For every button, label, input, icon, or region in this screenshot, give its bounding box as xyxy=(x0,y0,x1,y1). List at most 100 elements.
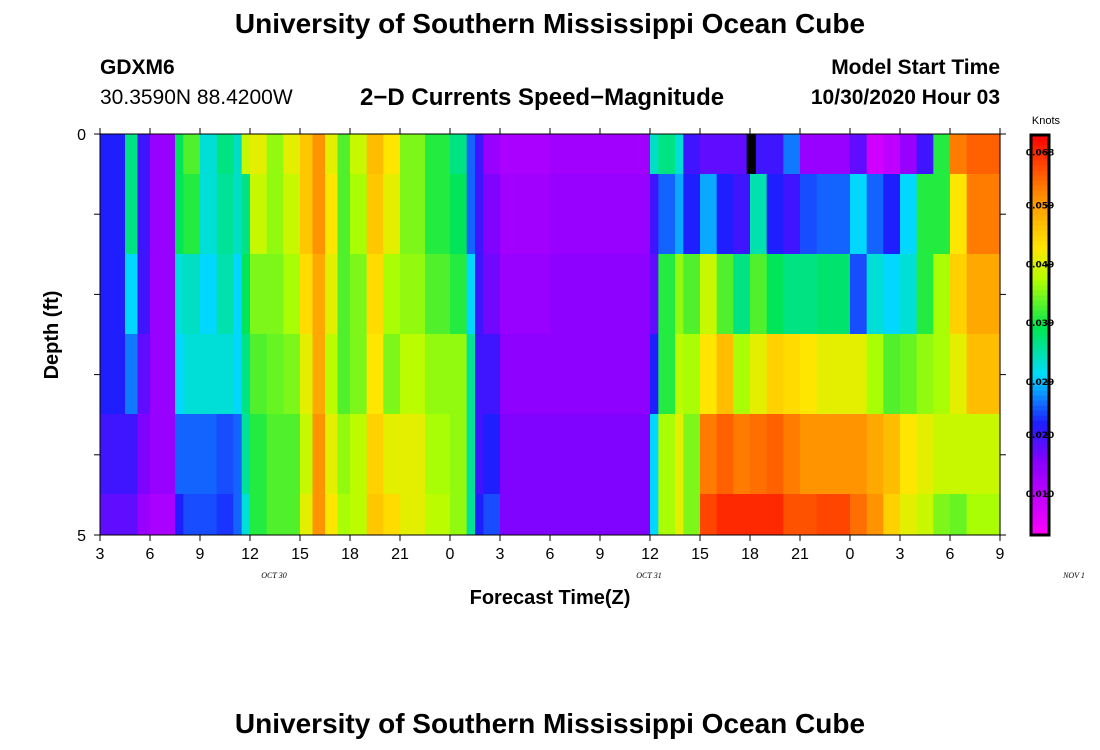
heatmap-cell xyxy=(883,494,901,535)
colorbar-swatch xyxy=(1031,235,1049,241)
heatmap-cell xyxy=(950,134,968,174)
colorbar-swatch xyxy=(1031,325,1049,331)
heatmap-cell xyxy=(250,254,268,334)
heatmap-cell xyxy=(100,414,126,494)
colorbar-swatch xyxy=(1031,415,1049,421)
colorbar-swatch xyxy=(1031,340,1049,346)
heatmap-cell xyxy=(750,334,768,414)
heatmap-cell xyxy=(658,254,676,334)
heatmap-cell xyxy=(450,134,468,174)
colorbar-swatch xyxy=(1031,520,1049,526)
heatmap-cell xyxy=(500,174,551,254)
colorbar-swatch xyxy=(1031,245,1049,251)
heatmap-cell xyxy=(175,334,184,414)
heatmap-cell xyxy=(866,254,884,334)
colorbar-swatch xyxy=(1031,265,1049,271)
heatmap-cell xyxy=(500,414,551,494)
x-tick-label: 21 xyxy=(791,546,809,563)
heatmap-cell xyxy=(383,174,401,254)
heatmap-cell xyxy=(125,174,139,254)
heatmap-cell xyxy=(400,334,426,414)
heatmap-cell xyxy=(475,494,484,535)
heatmap-cell xyxy=(766,134,784,174)
heatmap-cell xyxy=(550,254,651,334)
heatmap-cell xyxy=(466,174,476,254)
colorbar-swatch xyxy=(1031,355,1049,361)
heatmap-cell xyxy=(950,494,968,535)
heatmap-cell xyxy=(337,414,351,494)
colorbar-swatch xyxy=(1031,345,1049,351)
heatmap-cell xyxy=(683,494,701,535)
colorbar-swatch xyxy=(1031,165,1049,171)
heatmap-cell xyxy=(383,494,401,535)
colorbar-swatch xyxy=(1031,455,1049,461)
x-tick-label: 18 xyxy=(741,546,759,563)
heatmap-cell xyxy=(816,174,851,254)
heatmap-cell xyxy=(175,494,184,535)
heatmap-cell xyxy=(150,494,176,535)
heatmap-cell xyxy=(683,254,701,334)
heatmap-cell xyxy=(783,494,801,535)
heatmap-cell xyxy=(866,134,884,174)
heatmap-cell xyxy=(800,494,818,535)
colorbar-swatch xyxy=(1031,410,1049,416)
heatmap-cell xyxy=(137,334,151,414)
heatmap-cell xyxy=(100,334,126,414)
x-tick-label: 18 xyxy=(341,546,359,563)
heatmap-cell xyxy=(241,334,251,414)
colorbar-swatch xyxy=(1031,145,1049,151)
heatmap-cell xyxy=(250,134,268,174)
heatmap-cell xyxy=(350,174,368,254)
heatmap-cell xyxy=(733,254,751,334)
colorbar-tick-label: 0.068 xyxy=(1026,149,1054,159)
heatmap-cell xyxy=(916,174,934,254)
heatmap-cell xyxy=(266,174,284,254)
heatmap-cell xyxy=(933,254,951,334)
x-tick-label: 9 xyxy=(196,546,205,563)
heatmap-cell xyxy=(266,254,284,334)
heatmap-cell xyxy=(200,494,218,535)
heatmap-cell xyxy=(216,174,234,254)
date-label: NOV 1 xyxy=(1062,571,1085,580)
colorbar-swatch xyxy=(1031,160,1049,166)
heatmap-cell xyxy=(337,494,351,535)
heatmap-cell xyxy=(425,494,451,535)
colorbar-swatch xyxy=(1031,420,1049,426)
colorbar-swatch xyxy=(1031,135,1049,141)
colorbar-swatch xyxy=(1031,295,1049,301)
heatmap-cell xyxy=(312,334,326,414)
heatmap-cell xyxy=(816,414,851,494)
heatmap-cell xyxy=(500,334,551,414)
heatmap-cell xyxy=(866,334,884,414)
x-tick-label: 6 xyxy=(946,546,955,563)
heatmap-cell xyxy=(816,134,851,174)
heatmap-cell xyxy=(783,134,801,174)
heatmap-cell xyxy=(675,494,684,535)
colorbar-tick-label: 0.010 xyxy=(1026,490,1054,500)
main-title: University of Southern Mississippi Ocean… xyxy=(234,8,866,39)
heatmap-cell xyxy=(466,494,476,535)
colorbar-swatch xyxy=(1031,445,1049,451)
heatmap-cell xyxy=(766,254,784,334)
heatmap-cell xyxy=(816,254,851,334)
heatmap-cell xyxy=(137,414,151,494)
heatmap-cell xyxy=(125,134,139,174)
heatmap-cell xyxy=(233,334,243,414)
heatmap-cell xyxy=(475,174,484,254)
colorbar-swatch xyxy=(1031,205,1049,211)
heatmap-cell xyxy=(716,254,734,334)
heatmap-cell xyxy=(241,174,251,254)
heatmap-cell xyxy=(300,174,314,254)
x-tick-label: 0 xyxy=(846,546,855,563)
heatmap-cell xyxy=(400,134,426,174)
colorbar-swatch xyxy=(1031,465,1049,471)
colorbar-swatch xyxy=(1031,320,1049,326)
colorbar-swatch xyxy=(1031,375,1049,381)
colorbar-swatch xyxy=(1031,200,1049,206)
heatmap-cell xyxy=(425,134,451,174)
colorbar: 0.068 0.059 0.049 0.039 0.029 0.020 0.010 xyxy=(1026,133,1054,537)
heatmap-cell xyxy=(966,414,1001,494)
heatmap-cell xyxy=(200,134,218,174)
heatmap-cell xyxy=(175,254,184,334)
colorbar-tick-label: 0.039 xyxy=(1026,319,1054,329)
